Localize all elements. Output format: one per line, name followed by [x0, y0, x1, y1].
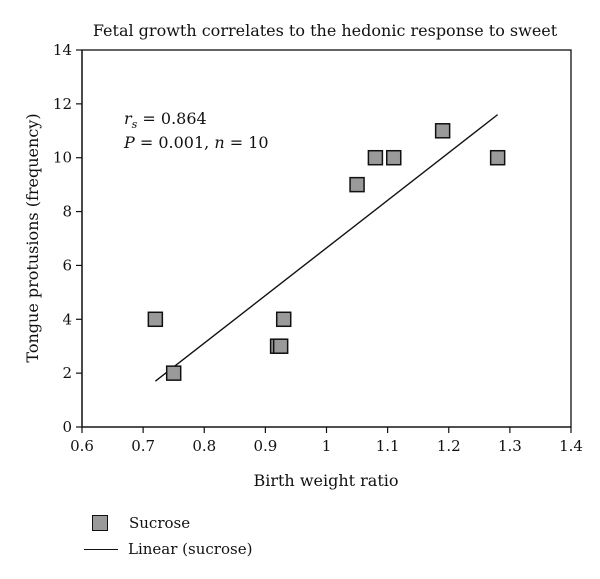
data-point	[489, 149, 506, 166]
x-tick-label: 1	[322, 437, 332, 455]
y-tick-label: 2	[62, 364, 72, 382]
data-point	[165, 365, 182, 381]
x-tick-label: 0.7	[131, 437, 155, 455]
legend-square-marker	[92, 515, 108, 531]
data-point	[367, 149, 384, 166]
legend-label-sucrose: Sucrose	[129, 514, 191, 532]
y-tick-label: 10	[53, 149, 72, 167]
chart-title: Fetal growth correlates to the hedonic r…	[93, 21, 558, 40]
x-tick-label: 1.2	[437, 437, 461, 455]
data-point	[434, 123, 451, 139]
data-point	[147, 311, 164, 328]
legend: Sucrose Linear (sucrose)	[84, 510, 384, 562]
y-axis-ticks: 0 2 4 6 8 10 12 14	[53, 41, 82, 436]
y-tick-label: 8	[62, 203, 72, 221]
data-point	[385, 149, 402, 166]
trendline	[154, 114, 499, 382]
data-point	[349, 176, 365, 193]
legend-label-linear: Linear (sucrose)	[128, 540, 253, 558]
x-tick-label: 0.8	[192, 437, 216, 455]
x-axis-ticks: 0.6 0.7 0.8 0.9 1 1.1 1.2 1.3 1.4	[70, 427, 583, 455]
x-axis-label: Birth weight ratio	[253, 471, 398, 490]
stats-annotation-p: P = 0.001, n = 10	[123, 133, 269, 152]
plot-frame	[81, 49, 572, 428]
data-point	[272, 338, 289, 354]
y-tick-label: 6	[62, 256, 72, 274]
legend-item-sucrose: Sucrose	[84, 510, 384, 536]
trendline-group	[154, 114, 499, 382]
stats-annotation-rs: rs = 0.864	[124, 109, 207, 131]
y-axis-label: Tongue protusions (frequency)	[23, 113, 42, 362]
y-tick-label: 4	[62, 310, 72, 328]
y-tick-label: 0	[62, 418, 72, 436]
x-tick-label: 0.9	[253, 437, 277, 455]
legend-line-marker	[84, 548, 118, 550]
x-tick-label: 1.1	[376, 437, 400, 455]
x-tick-label: 0.6	[70, 437, 94, 455]
legend-item-linear: Linear (sucrose)	[84, 536, 384, 562]
data-points	[147, 123, 506, 381]
x-tick-label: 1.3	[498, 437, 522, 455]
data-point	[275, 311, 292, 328]
y-tick-label: 12	[53, 95, 72, 113]
x-tick-label: 1.4	[559, 437, 583, 455]
y-tick-label: 14	[53, 41, 72, 59]
